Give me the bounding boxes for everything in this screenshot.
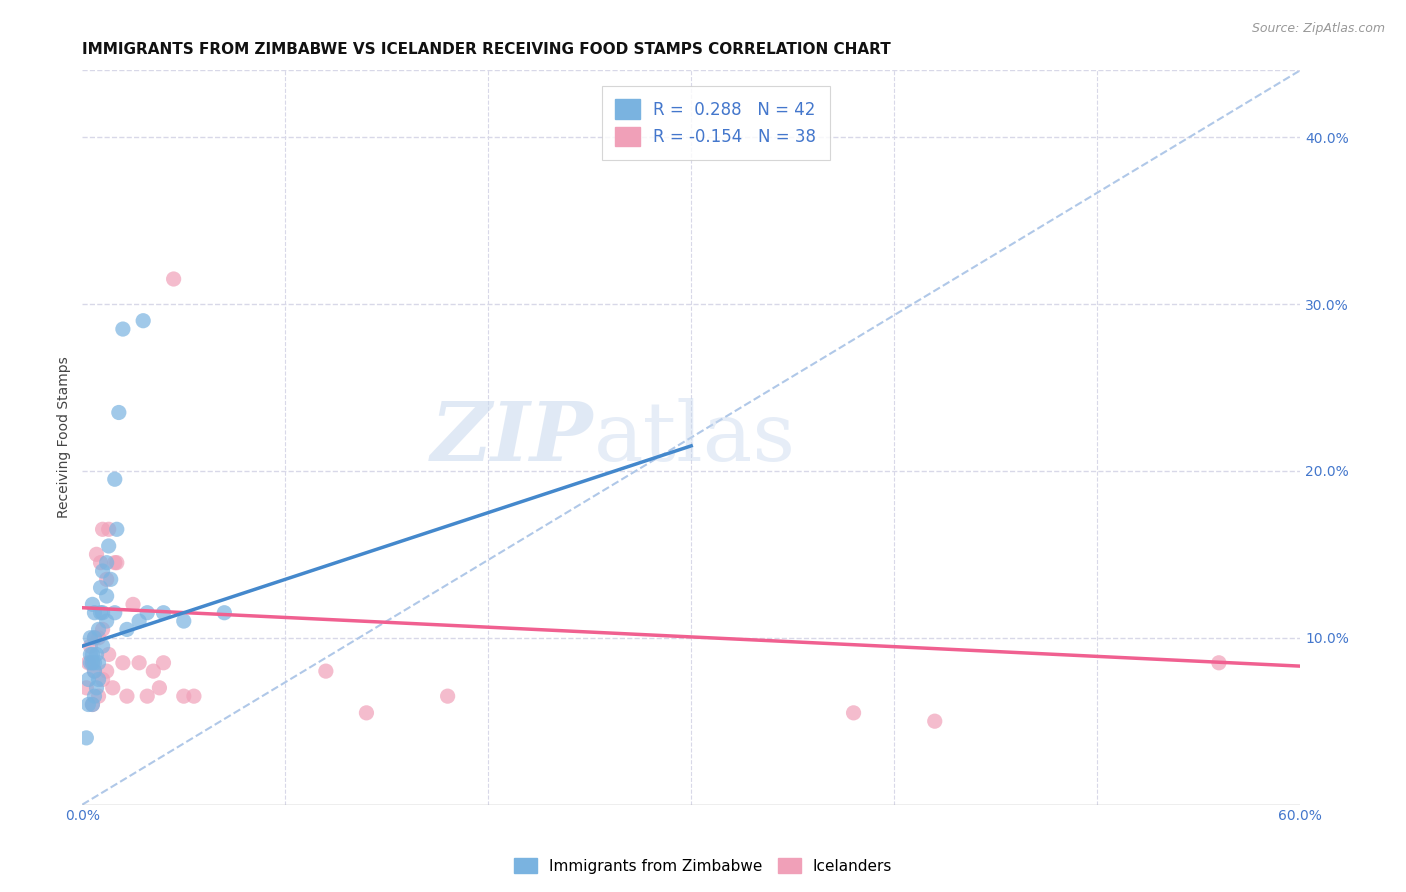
Point <box>96 589 118 603</box>
Point <box>77 673 100 687</box>
Point <box>152 606 174 620</box>
Point <box>924 714 946 729</box>
Point <box>104 606 127 620</box>
Point <box>842 706 865 720</box>
Point <box>82 698 104 712</box>
Point <box>91 623 114 637</box>
Y-axis label: Receiving Food Stamps: Receiving Food Stamps <box>58 357 72 518</box>
Point <box>87 656 110 670</box>
Point <box>87 689 110 703</box>
Point <box>173 614 195 628</box>
Point <box>100 573 122 587</box>
Point <box>148 681 170 695</box>
Point <box>79 656 101 670</box>
Point <box>87 673 110 687</box>
Point <box>82 598 104 612</box>
Point <box>79 631 101 645</box>
Point <box>82 698 104 712</box>
Point <box>183 689 205 703</box>
Point <box>96 614 118 628</box>
Point <box>132 314 155 328</box>
Point <box>111 322 134 336</box>
Point <box>86 547 108 561</box>
Point <box>83 631 105 645</box>
Point <box>162 272 184 286</box>
Point <box>105 522 128 536</box>
Point <box>83 656 105 670</box>
Point <box>136 689 159 703</box>
Point <box>315 664 337 678</box>
Point <box>1208 656 1230 670</box>
Point <box>97 539 120 553</box>
Point <box>108 405 131 419</box>
Point <box>97 522 120 536</box>
Point <box>91 606 114 620</box>
Point <box>97 648 120 662</box>
Point <box>77 656 100 670</box>
Point <box>82 656 104 670</box>
Point <box>115 623 138 637</box>
Text: Source: ZipAtlas.com: Source: ZipAtlas.com <box>1251 22 1385 36</box>
Point <box>111 656 134 670</box>
Point <box>91 564 114 578</box>
Point <box>91 522 114 536</box>
Point <box>83 606 105 620</box>
Point <box>90 581 112 595</box>
Point <box>83 664 105 678</box>
Point <box>152 656 174 670</box>
Point <box>79 639 101 653</box>
Point <box>82 656 104 670</box>
Point <box>136 606 159 620</box>
Text: ZIP: ZIP <box>432 398 593 477</box>
Point <box>91 673 114 687</box>
Point <box>101 681 124 695</box>
Point <box>86 681 108 695</box>
Text: IMMIGRANTS FROM ZIMBABWE VS ICELANDER RECEIVING FOOD STAMPS CORRELATION CHART: IMMIGRANTS FROM ZIMBABWE VS ICELANDER RE… <box>83 42 891 57</box>
Point <box>115 689 138 703</box>
Legend: Immigrants from Zimbabwe, Icelanders: Immigrants from Zimbabwe, Icelanders <box>508 852 898 880</box>
Point <box>356 706 378 720</box>
Point <box>128 656 150 670</box>
Point <box>87 631 110 645</box>
Point <box>90 606 112 620</box>
Point <box>91 639 114 653</box>
Point <box>142 664 165 678</box>
Point <box>75 681 97 695</box>
Point <box>75 731 97 745</box>
Point <box>105 556 128 570</box>
Point <box>214 606 236 620</box>
Point <box>79 648 101 662</box>
Point <box>83 689 105 703</box>
Point <box>173 689 195 703</box>
Point <box>96 664 118 678</box>
Point <box>87 623 110 637</box>
Legend: R =  0.288   N = 42, R = -0.154   N = 38: R = 0.288 N = 42, R = -0.154 N = 38 <box>602 87 830 160</box>
Text: atlas: atlas <box>593 398 796 477</box>
Point <box>83 631 105 645</box>
Point <box>96 556 118 570</box>
Point <box>83 664 105 678</box>
Point <box>436 689 458 703</box>
Point <box>128 614 150 628</box>
Point <box>104 472 127 486</box>
Point <box>77 698 100 712</box>
Point <box>104 556 127 570</box>
Point <box>90 556 112 570</box>
Point <box>82 648 104 662</box>
Point <box>96 573 118 587</box>
Point <box>86 648 108 662</box>
Point <box>122 598 145 612</box>
